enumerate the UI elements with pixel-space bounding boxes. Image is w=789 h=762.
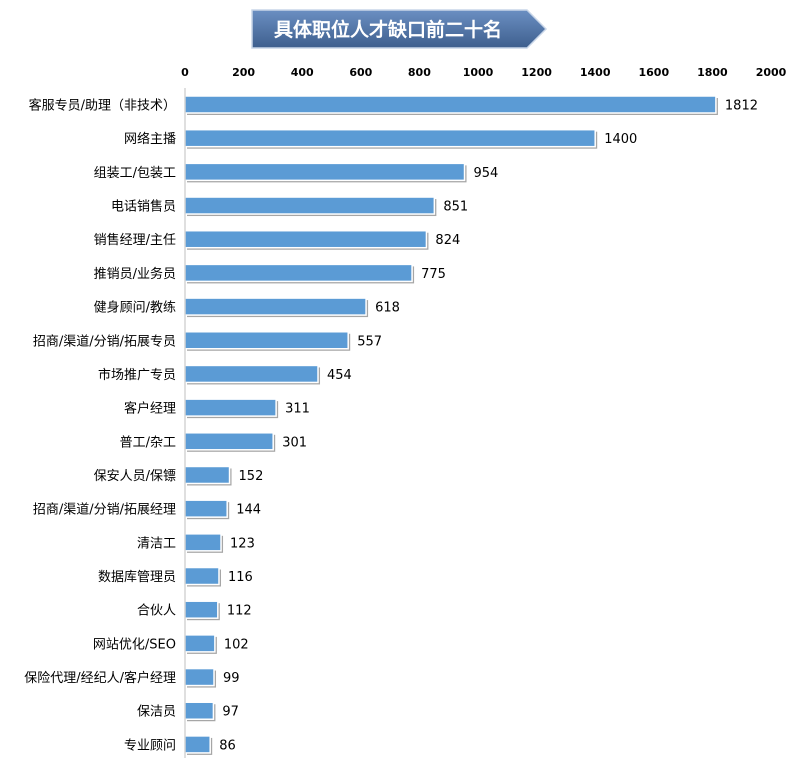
x-tick-label: 600 (349, 66, 372, 79)
data-label: 311 (285, 402, 310, 417)
category-label: 客户经理 (124, 401, 176, 417)
data-label: 1812 (725, 99, 758, 114)
x-tick-label: 200 (232, 66, 255, 79)
chart-title-banner: 具体职位人才缺口前二十名 (251, 9, 548, 49)
data-label: 454 (327, 368, 352, 383)
x-tick-label: 2000 (756, 66, 787, 79)
x-tick-label: 1800 (697, 66, 728, 79)
category-label: 清洁工 (137, 536, 176, 551)
bar (184, 162, 466, 182)
category-label: 数据库管理员 (98, 569, 176, 585)
category-label: 招商/渠道/分销/拓展专员 (33, 334, 176, 349)
data-label: 116 (228, 570, 253, 585)
data-label: 152 (239, 469, 264, 484)
category-label: 客服专员/助理（非技术） (29, 98, 176, 114)
x-axis: 0 200 400 600 800 1000 1200 1400 1600 1800 2000 (181, 66, 786, 79)
category-label: 网站优化/SEO (93, 637, 176, 652)
x-tick-label: 1000 (463, 66, 494, 79)
data-label: 851 (443, 200, 468, 215)
title-banner-shape (251, 9, 548, 49)
category-label: 销售经理/主任 (94, 232, 176, 248)
category-label: 网络主播 (124, 131, 176, 147)
data-label: 954 (474, 166, 499, 181)
bar (184, 566, 220, 586)
category-label: 组装工/包装工 (94, 166, 176, 181)
bar (184, 364, 319, 384)
bar (184, 229, 428, 249)
bars-group: 客服专员/助理（非技术） 1812 网络主播 1400 组装工/包装工 954 电话销售员 8… (24, 95, 758, 755)
category-label: 保洁员 (137, 705, 176, 720)
data-label: 97 (222, 705, 239, 720)
data-label: 86 (219, 738, 236, 753)
data-label: 144 (236, 503, 261, 518)
x-tick-label: 0 (181, 66, 189, 79)
category-label: 保险代理/经纪人/客户经理 (24, 670, 176, 686)
bar (184, 432, 274, 451)
data-label: 123 (230, 536, 255, 551)
category-label: 电话销售员 (111, 199, 176, 215)
category-label: 保安人员/保镖 (94, 468, 176, 484)
bar (184, 196, 436, 215)
bar (184, 533, 222, 552)
category-label: 合伙人 (137, 604, 176, 619)
data-label: 99 (223, 671, 240, 686)
data-label: 102 (224, 637, 249, 652)
category-label: 市场推广专员 (98, 367, 176, 383)
bar (184, 634, 216, 653)
data-label: 824 (435, 233, 460, 248)
bar (184, 667, 215, 687)
bar (184, 263, 413, 283)
data-label: 112 (227, 604, 252, 619)
data-label: 557 (357, 334, 382, 349)
bar (184, 600, 219, 619)
data-label: 775 (421, 267, 446, 282)
category-label: 招商/渠道/分销/拓展经理 (33, 503, 176, 518)
bar (184, 499, 228, 518)
x-tick-label: 1200 (521, 66, 552, 79)
data-label: 301 (282, 435, 307, 450)
x-tick-label: 1400 (580, 66, 611, 79)
bar (184, 465, 231, 485)
bar (184, 331, 349, 350)
data-label: 1400 (604, 132, 637, 147)
bar (184, 95, 717, 114)
bar (184, 735, 211, 754)
x-tick-label: 1600 (638, 66, 669, 79)
data-label: 618 (375, 301, 400, 316)
category-label: 健身顾问/教练 (94, 300, 176, 316)
category-label: 推销员/业务员 (94, 266, 176, 282)
chart-title: 具体职位人才缺口前二十名 (274, 18, 502, 41)
bar (184, 701, 215, 720)
x-tick-label: 800 (408, 66, 431, 79)
bar (184, 297, 367, 316)
category-label: 专业顾问 (124, 738, 176, 753)
bar (184, 398, 277, 417)
x-tick-label: 400 (291, 66, 314, 79)
bar (184, 128, 596, 148)
category-label: 普工/杂工 (120, 435, 176, 450)
